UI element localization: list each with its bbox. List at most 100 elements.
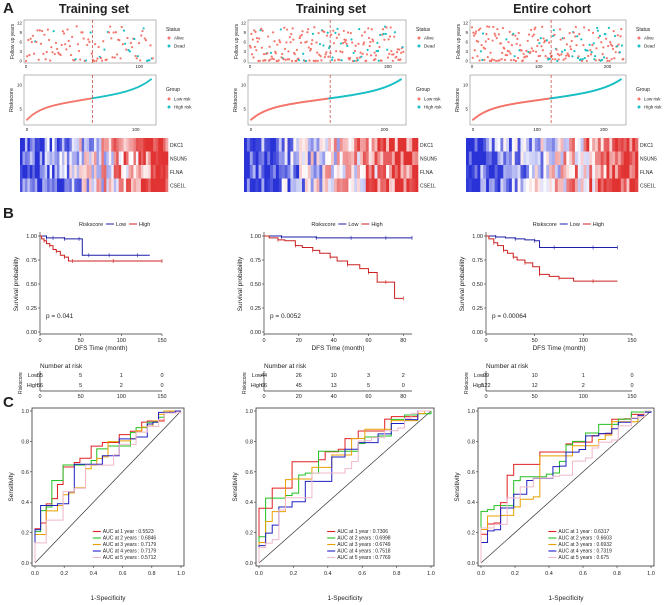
heatmap-cell (597, 165, 602, 179)
heatmap-cell (474, 151, 478, 165)
followup-point (122, 29, 126, 32)
heatmap-cell (557, 151, 561, 165)
heatmap-cell (165, 165, 169, 179)
heatmap-cell (509, 151, 513, 165)
heatmap-cell (246, 165, 251, 179)
followup-point (590, 51, 593, 54)
heatmap-cell (389, 138, 393, 152)
heatmap-cell (39, 138, 43, 152)
heatmap-cell (22, 165, 26, 179)
heatmap-cell (252, 138, 256, 152)
followup-point (307, 46, 310, 49)
heatmap-cell (118, 138, 122, 152)
heatmap-cell (98, 151, 102, 165)
heatmap-cell (351, 138, 355, 152)
gene-label: DKC1 (170, 143, 184, 149)
heatmap-cell (589, 178, 593, 192)
roc-xtick-label: 0.0 (255, 571, 263, 577)
followup-point (39, 42, 43, 45)
heatmap-cell (293, 178, 297, 192)
heatmap-cell (529, 138, 533, 152)
followup-point (120, 25, 123, 29)
heatmap-cell (360, 138, 364, 152)
heatmap-cell (406, 138, 410, 152)
followup-point (392, 53, 395, 56)
followup-point (288, 58, 291, 61)
roc-legend-label: AUC at 2 years : 0.6998 (337, 536, 391, 542)
roc-xtick-label: 1.0 (647, 571, 655, 577)
heatmap-cell (572, 165, 576, 179)
km-p-value: p = 0.00064 (492, 313, 527, 320)
heatmap-cell (620, 138, 624, 152)
heatmap-cell (284, 138, 288, 152)
heatmap-cell (145, 165, 149, 179)
followup-point (562, 58, 565, 61)
heatmap-cell (27, 165, 31, 179)
heatmap-cell (131, 165, 134, 179)
followup-point (119, 57, 122, 60)
followup-point (43, 33, 46, 36)
followup-xtick: 100 (136, 64, 144, 69)
roc-xtick-label: 0.8 (393, 571, 401, 577)
heatmap-cell (328, 151, 332, 165)
heatmap-cell (617, 138, 622, 152)
followup-point (31, 34, 35, 37)
heatmap-cell (47, 178, 50, 192)
heatmap-cell (165, 178, 169, 192)
roc-ytick-label: 0.8 (21, 439, 29, 445)
heatmap-cell (635, 178, 639, 192)
heatmap-cell (509, 178, 513, 192)
heatmap-cell (278, 178, 282, 192)
roc-legend-label: AUC at 4 years : 0.7518 (337, 549, 391, 555)
alive-legend-label: Alive (424, 36, 434, 41)
heatmap-cell (148, 178, 152, 192)
heatmap-cell (64, 138, 68, 152)
heatmap-cell (270, 178, 274, 192)
heatmap-cell (345, 138, 349, 152)
followup-point (291, 27, 294, 30)
heatmap-cell (74, 151, 78, 165)
roc-legend-label: AUC at 3 years : 0.6749 (337, 542, 391, 548)
heatmap-cell (480, 165, 484, 179)
followup-point (92, 59, 96, 63)
heatmap-cell (44, 138, 48, 152)
heatmap-cell (128, 138, 132, 152)
heatmap-cell (155, 165, 159, 179)
heatmap-cell (348, 151, 352, 165)
heatmap-cell (299, 138, 303, 152)
followup-point (588, 43, 591, 46)
followup-point (130, 46, 134, 49)
heatmap-cell (322, 151, 326, 165)
km-y-label: Survival probability (459, 256, 466, 311)
followup-point (50, 46, 53, 49)
heatmap-cell (135, 138, 139, 152)
heatmap-cell (252, 165, 256, 179)
heatmap-cell (273, 151, 277, 165)
heatmap-cell (42, 138, 45, 152)
heatmap-cell (566, 165, 570, 179)
followup-point (357, 42, 360, 45)
heatmap-cell (491, 165, 495, 179)
heatmap-cell (91, 151, 95, 165)
heatmap-cell (394, 165, 398, 179)
heatmap-cell (336, 138, 340, 152)
heatmap-cell (386, 151, 390, 165)
heatmap-cell (42, 151, 45, 165)
followup-point (274, 52, 277, 55)
heatmap-cell (514, 151, 518, 165)
riskscore-ytick: 5 (19, 107, 22, 112)
roc-ytick-label: 0.8 (245, 439, 253, 445)
heatmap-cell (123, 178, 127, 192)
riskscore-xtick: 100 (132, 127, 140, 132)
followup-point (596, 29, 599, 32)
heatmap-cell (362, 151, 367, 165)
heatmap-cell (629, 138, 633, 152)
followup-point (516, 56, 520, 60)
heatmap-cell (514, 165, 518, 179)
km-xtick-label: 20 (296, 338, 302, 344)
followup-point (607, 26, 610, 29)
followup-point (293, 53, 296, 56)
roc-legend-label: AUC at 4 years : 0.7179 (103, 549, 157, 555)
followup-point (367, 36, 371, 40)
